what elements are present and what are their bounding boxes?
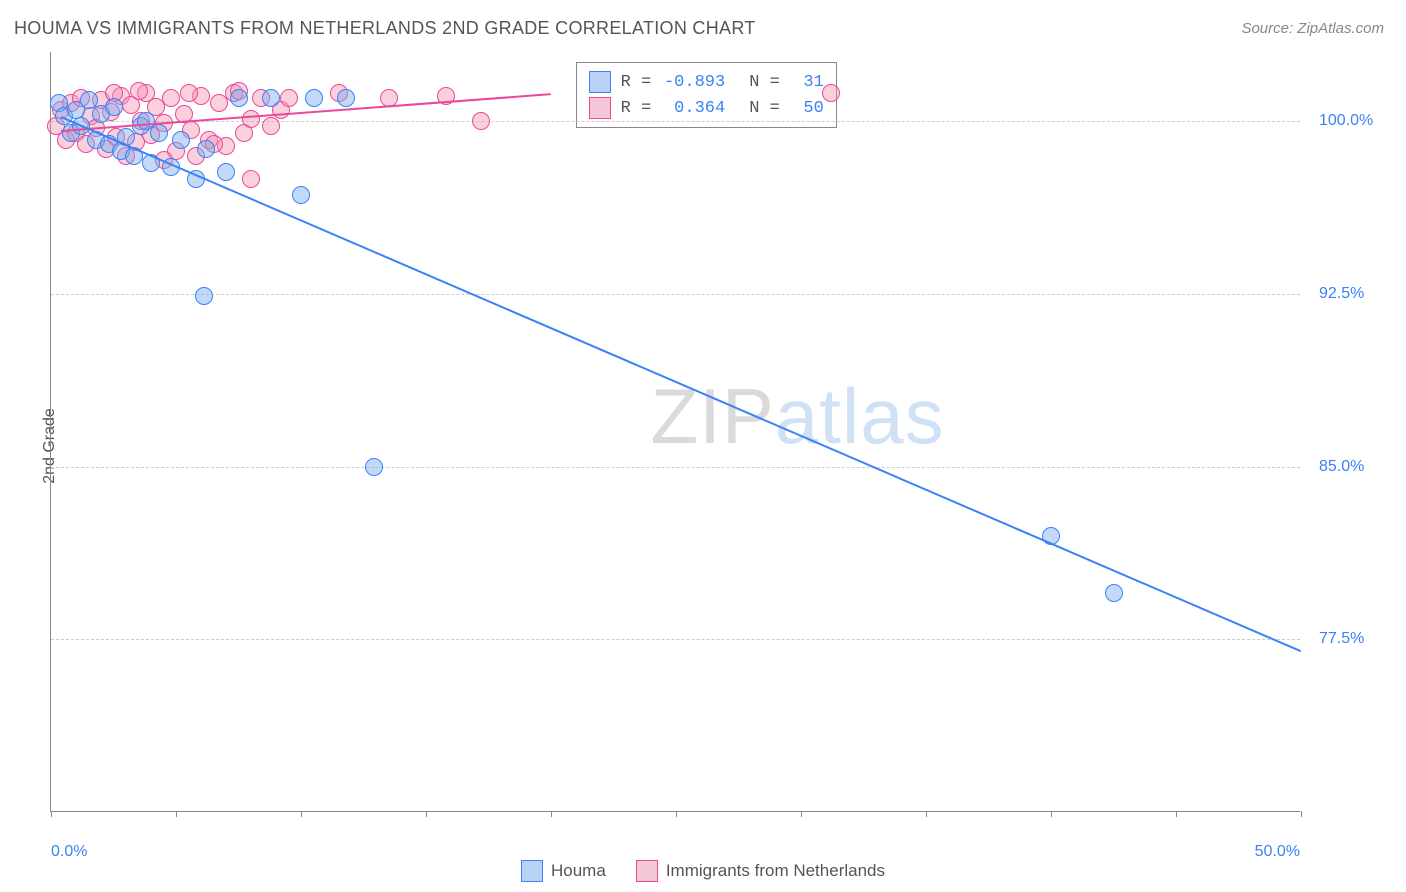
scatter-point — [172, 131, 190, 149]
legend-n-value: 31 — [790, 73, 824, 92]
scatter-point — [242, 110, 260, 128]
x-tick — [1301, 811, 1302, 817]
legend-stats-row: R = -0.893 N = 31 — [589, 69, 824, 95]
bottom-legend: Houma Immigrants from Netherlands — [521, 860, 885, 882]
scatter-point — [305, 89, 323, 107]
legend-swatch — [589, 97, 611, 119]
source-attribution: Source: ZipAtlas.com — [1241, 20, 1384, 37]
scatter-point — [180, 84, 198, 102]
legend-swatch — [521, 860, 543, 882]
scatter-point — [197, 140, 215, 158]
x-tick — [1051, 811, 1052, 817]
watermark: ZIPatlas — [651, 371, 945, 462]
legend-r-label: R = — [621, 99, 652, 118]
scatter-point — [472, 112, 490, 130]
legend-n-value: 50 — [790, 99, 824, 118]
bottom-legend-item: Immigrants from Netherlands — [636, 860, 885, 882]
x-min-label: 0.0% — [51, 843, 87, 861]
scatter-point — [365, 458, 383, 476]
watermark-atlas: atlas — [775, 372, 945, 460]
gridline-h — [51, 121, 1300, 122]
bottom-legend-label: Immigrants from Netherlands — [666, 861, 885, 881]
legend-r-label: R = — [621, 73, 652, 92]
x-tick — [426, 811, 427, 817]
x-tick — [1176, 811, 1177, 817]
scatter-point — [262, 89, 280, 107]
plot-area: ZIPatlas R =-0.893N =31R =0.364N =50 77.… — [50, 52, 1300, 812]
scatter-point — [1105, 584, 1123, 602]
scatter-point — [292, 186, 310, 204]
x-tick — [926, 811, 927, 817]
scatter-point — [105, 98, 123, 116]
scatter-point — [137, 112, 155, 130]
x-tick — [801, 811, 802, 817]
gridline-h — [51, 294, 1300, 295]
y-tick-label: 85.0% — [1319, 458, 1364, 476]
scatter-point — [242, 170, 260, 188]
y-tick-label: 92.5% — [1319, 285, 1364, 303]
scatter-point — [337, 89, 355, 107]
scatter-point — [217, 163, 235, 181]
legend-swatch — [589, 71, 611, 93]
scatter-point — [195, 287, 213, 305]
bottom-legend-label: Houma — [551, 861, 606, 881]
chart-title: HOUMA VS IMMIGRANTS FROM NETHERLANDS 2ND… — [14, 18, 756, 39]
legend-r-value: 0.364 — [661, 99, 725, 118]
x-tick — [676, 811, 677, 817]
scatter-point — [262, 117, 280, 135]
bottom-legend-item: Houma — [521, 860, 606, 882]
x-tick — [301, 811, 302, 817]
gridline-h — [51, 467, 1300, 468]
scatter-point — [162, 89, 180, 107]
x-tick — [51, 811, 52, 817]
x-tick — [551, 811, 552, 817]
x-tick — [176, 811, 177, 817]
y-tick-label: 100.0% — [1319, 112, 1373, 130]
legend-n-label: N = — [749, 73, 780, 92]
legend-r-value: -0.893 — [661, 73, 725, 92]
scatter-point — [822, 84, 840, 102]
scatter-point — [280, 89, 298, 107]
legend-n-label: N = — [749, 99, 780, 118]
legend-stats-box: R = -0.893 N = 31 R = 0.364 N = 50 — [576, 62, 837, 128]
legend-stats-row: R = 0.364 N = 50 — [589, 95, 824, 121]
scatter-point — [230, 89, 248, 107]
gridline-h — [51, 639, 1300, 640]
y-tick-label: 77.5% — [1319, 630, 1364, 648]
scatter-point — [130, 82, 148, 100]
x-max-label: 50.0% — [1255, 843, 1300, 861]
trend-line — [61, 117, 1302, 653]
legend-swatch — [636, 860, 658, 882]
